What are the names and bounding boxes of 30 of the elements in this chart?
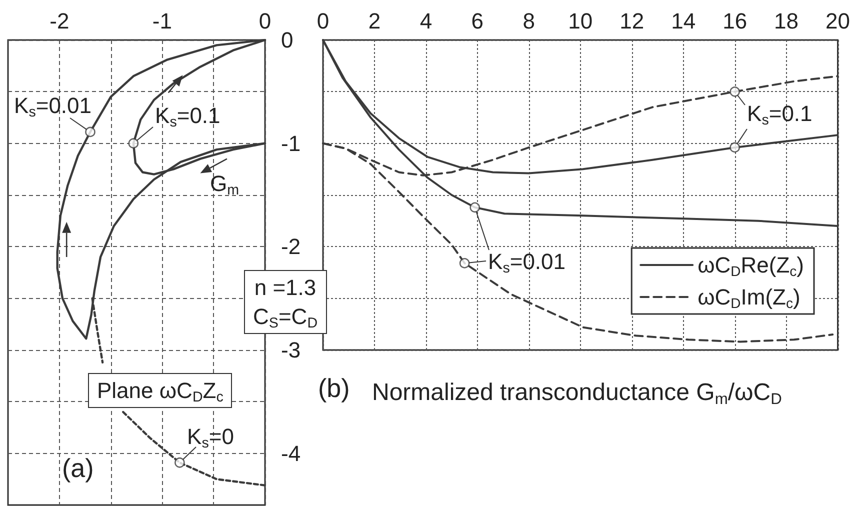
annotation: K$_{s}$=0.1: [747, 101, 812, 129]
x-tick-label: 8: [522, 8, 536, 34]
y-tick-label: -3: [281, 338, 301, 362]
x-tick-label: 0: [258, 8, 272, 34]
x-tick-label: 20: [826, 8, 850, 34]
x-tick-label: 2: [368, 8, 381, 34]
y-tick-label: -4: [281, 440, 301, 466]
x-tick-label: -2: [50, 8, 70, 34]
x-tick-label: 4: [420, 8, 432, 34]
x-tick-label: 6: [471, 8, 484, 34]
y-tick-label: 0: [281, 28, 294, 52]
x-tick-label: 0: [316, 8, 330, 34]
annotation: G$_{m}$: [210, 171, 240, 199]
annotation: K$_{s}$=0: [187, 424, 234, 452]
text: (a): [62, 453, 94, 483]
annotation: n =1.3 C$_{S}$=C$_{D}$: [244, 270, 327, 334]
x-tick-label: -1: [152, 8, 172, 34]
x-tick-label: 18: [774, 8, 799, 34]
annotation: K$_{s}$=0.01: [488, 249, 566, 277]
x-axis-title: Normalized transconductance G$_{m}$/ωC$_{D}$: [372, 379, 782, 408]
y-tick-label: -2: [281, 234, 301, 260]
x-tick-label: 14: [671, 8, 696, 34]
x-tick-label: 10: [568, 8, 593, 34]
text: (b): [318, 373, 350, 403]
annotation: K$_{s}$=0.1: [155, 103, 220, 131]
x-tick-label: 12: [620, 8, 644, 34]
annotation: K$_{s}$=0.01: [14, 93, 92, 121]
annotation: Plane ωC$_{D}$Z$_{c}$: [88, 373, 232, 408]
x-tick-label: 16: [722, 8, 748, 34]
y-tick-label: -1: [281, 130, 301, 156]
